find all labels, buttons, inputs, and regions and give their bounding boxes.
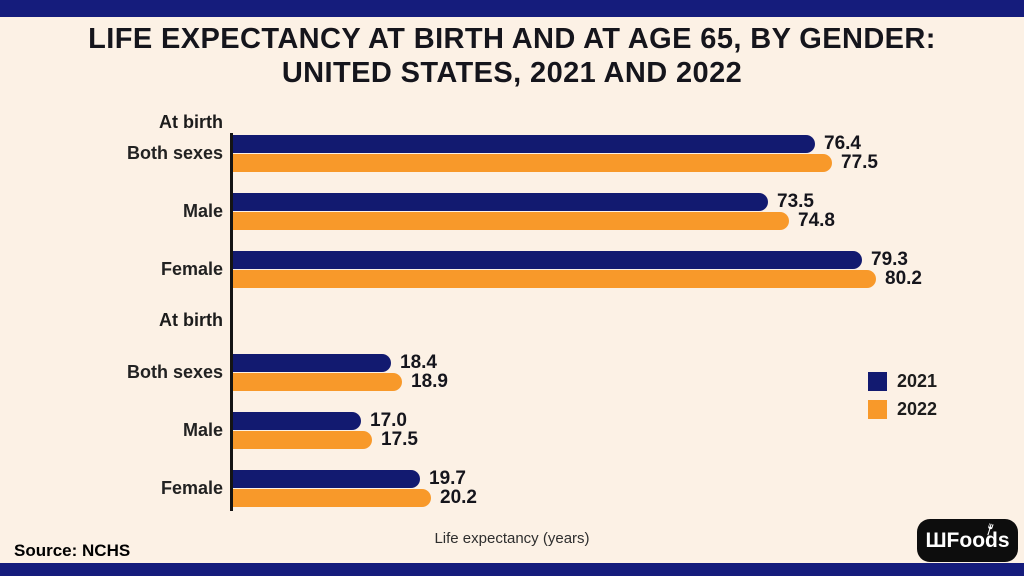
value-label-2022: 77.5 — [841, 152, 878, 173]
bar-row: Female 19.7 20.2 — [0, 468, 1024, 508]
bar-row: Male 73.5 74.8 — [0, 191, 1024, 231]
bar-2021 — [233, 412, 361, 430]
value-label-2022: 80.2 — [885, 268, 922, 289]
bar-row: Female 79.3 80.2 — [0, 249, 1024, 289]
legend-label-2021: 2021 — [897, 371, 938, 391]
legend-swatch-2021 — [868, 372, 887, 391]
legend-swatch-2022 — [868, 400, 887, 419]
bar-row: Both sexes 18.4 18.9 — [0, 352, 1024, 392]
value-label-2022: 17.5 — [381, 429, 418, 450]
fork-icon — [979, 516, 999, 543]
bar-row: Both sexes 76.4 77.5 — [0, 133, 1024, 173]
value-label-2021: 73.5 — [777, 191, 814, 212]
bar-2021 — [233, 470, 420, 488]
category-label: Male — [182, 201, 223, 221]
bar-2021 — [233, 354, 391, 372]
page-title: LIFE EXPECTANCY AT BIRTH AND AT AGE 65, … — [0, 22, 1024, 90]
section-header: At birth — [159, 310, 223, 330]
brand-logo: Ш Foods — [917, 519, 1018, 562]
bar-row: Male 17.0 17.5 — [0, 410, 1024, 450]
bar-2022 — [233, 431, 372, 449]
category-label: Both sexes — [126, 362, 223, 382]
bar-2022 — [233, 373, 402, 391]
title-line-1: LIFE EXPECTANCY AT BIRTH AND AT AGE 65, … — [88, 23, 936, 55]
bar-2022 — [233, 270, 876, 288]
brand-logo-name: Foods — [947, 522, 1010, 553]
title-line-2: UNITED STATES, 2021 AND 2022 — [281, 57, 743, 89]
category-label: Female — [160, 259, 223, 279]
bar-2021 — [233, 251, 862, 269]
value-label-2022: 20.2 — [440, 487, 477, 508]
bar-2022 — [233, 154, 832, 172]
x-axis-label: Life expectancy (years) — [434, 530, 590, 547]
section-header: At birth — [159, 112, 223, 132]
legend-item-2021: 2021 — [868, 372, 937, 391]
y-axis-line — [230, 133, 233, 511]
source-note: Source: NCHS — [14, 541, 131, 560]
brand-logo-mark: Ш — [925, 528, 946, 552]
value-label-2021: 19.7 — [429, 468, 466, 489]
top-band — [0, 0, 1024, 17]
legend: 2021 2022 — [868, 372, 937, 428]
bar-2022 — [233, 212, 789, 230]
category-label: Male — [182, 420, 223, 440]
value-label-2021: 18.4 — [400, 352, 437, 373]
bottom-band — [0, 563, 1024, 576]
bar-2021 — [233, 193, 768, 211]
value-label-2022: 74.8 — [798, 210, 835, 231]
bar-2022 — [233, 489, 431, 507]
value-label-2022: 18.9 — [411, 371, 448, 392]
value-label-2021: 79.3 — [871, 249, 908, 270]
legend-item-2022: 2022 — [868, 400, 937, 419]
value-label-2021: 76.4 — [824, 133, 861, 154]
value-label-2021: 17.0 — [370, 410, 407, 431]
legend-label-2022: 2022 — [897, 399, 938, 419]
category-label: Female — [160, 478, 223, 498]
bar-2021 — [233, 135, 815, 153]
category-label: Both sexes — [126, 143, 223, 163]
